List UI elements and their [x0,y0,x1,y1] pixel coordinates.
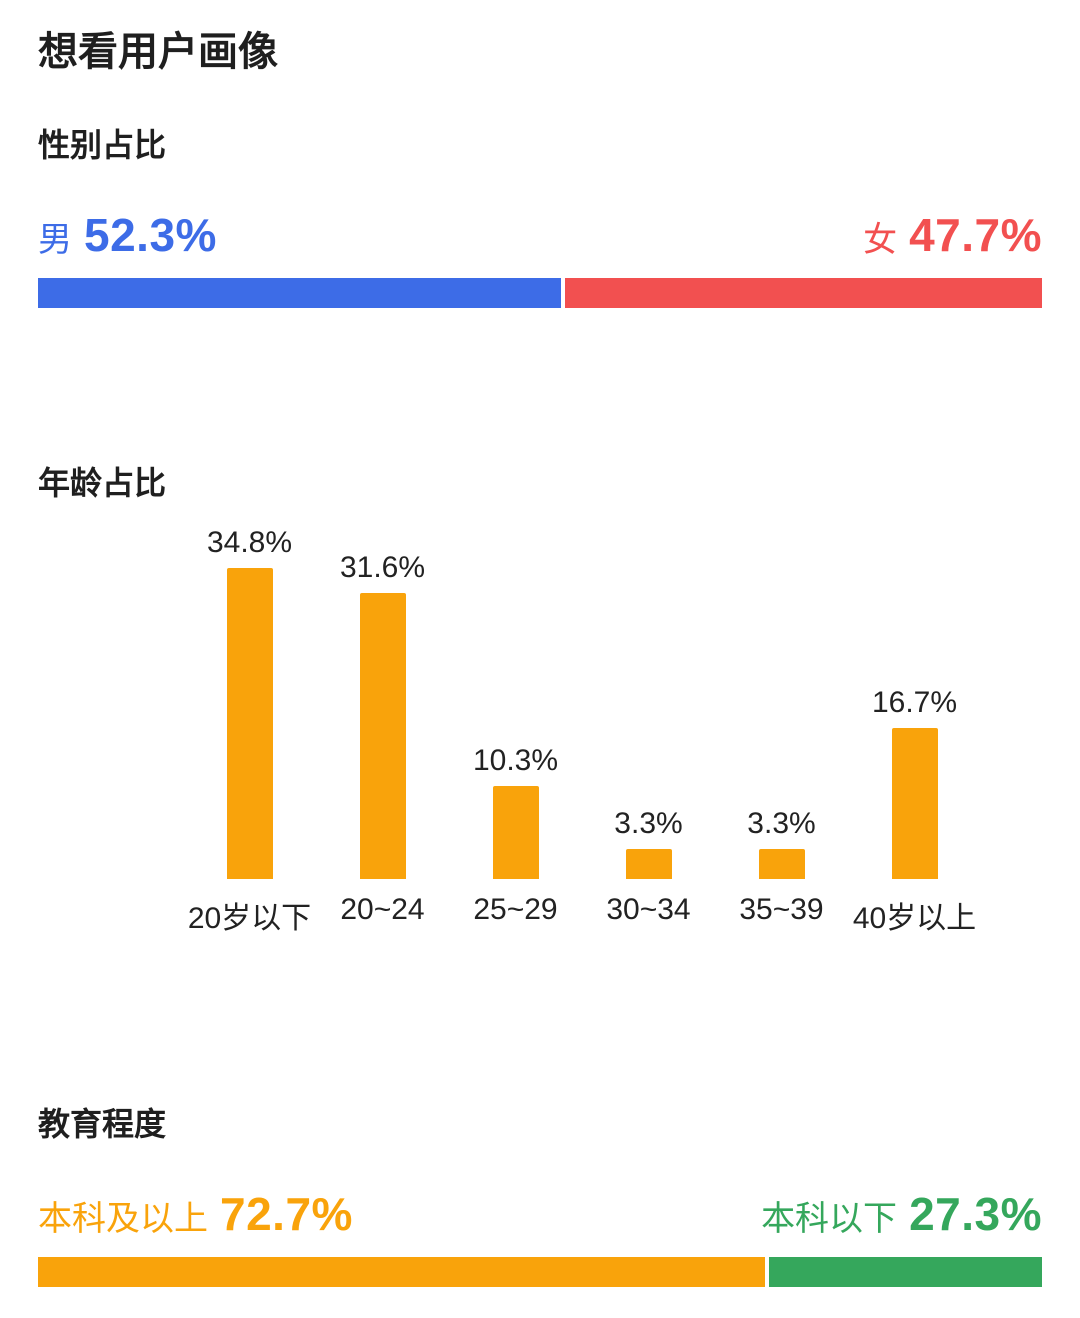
education-section-title: 教育程度 [38,1106,167,1142]
age-bar-value-label: 3.3% [614,807,683,840]
education-left-label-group: 本科及以上 72.7% [38,1187,353,1241]
age-bar-column: 10.3% 25~29 [449,526,582,931]
education-bar-right [769,1257,1042,1287]
age-bar [226,568,273,879]
age-bar [891,728,938,879]
age-section-title: 年龄占比 [38,465,167,501]
education-below-bachelor-value: 27.3% [909,1188,1042,1240]
age-bar-category-label: 20岁以下 [187,902,312,935]
age-bar-category-label: 25~29 [473,893,558,926]
gender-section-title: 性别占比 [38,127,167,163]
gender-male-value: 52.3% [84,209,217,261]
education-right-label-group: 本科以下 27.3% [761,1187,1042,1241]
gender-labels-row: 男 52.3% 女 47.7% [38,208,1042,262]
age-bar-category-label: 20~24 [340,893,425,926]
age-bar-column: 34.8% 20岁以下 [183,526,316,935]
education-stacked-bar [38,1257,1042,1287]
education-bachelor-above-label: 本科及以上 [38,1200,208,1238]
education-labels-row: 本科及以上 72.7% 本科以下 27.3% [38,1187,1042,1241]
age-bar-value-label: 3.3% [747,807,816,840]
age-bar [359,593,406,879]
age-bar-category-label: 35~39 [739,893,824,926]
age-bar [492,786,539,879]
gender-female-value: 47.7% [909,209,1042,261]
education-bachelor-above-value: 72.7% [220,1188,353,1240]
gender-right-label-group: 女 47.7% [863,208,1042,262]
age-bar [758,849,805,879]
education-below-bachelor-label: 本科以下 [761,1200,898,1238]
age-bar-column: 16.7% 40岁以上 [848,526,981,935]
gender-male-label: 男 [38,221,72,259]
age-bar-value-label: 31.6% [339,551,426,584]
age-bar-value-label: 34.8% [206,526,293,559]
age-bar-value-label: 10.3% [472,744,559,777]
gender-stacked-bar [38,278,1042,308]
age-bar-category-label: 40岁以上 [852,902,977,935]
gender-bar-right [565,278,1042,308]
age-bar-column: 3.3% 35~39 [715,526,848,931]
age-bar-value-label: 16.7% [871,686,958,719]
education-bar-left [38,1257,765,1287]
age-bar-category-label: 30~34 [606,893,691,926]
gender-bar-left [38,278,561,308]
page-title: 想看用户画像 [38,30,278,74]
age-bar-column: 31.6% 20~24 [316,526,449,931]
age-bar-chart: 34.8% 20岁以下 31.6% 20~24 10.3% 25~29 3.3% 30~34 3… [183,526,981,935]
age-bar-column: 3.3% 30~34 [582,526,715,931]
age-bar [625,849,672,879]
gender-female-label: 女 [863,221,898,259]
gender-left-label-group: 男 52.3% [38,208,217,262]
